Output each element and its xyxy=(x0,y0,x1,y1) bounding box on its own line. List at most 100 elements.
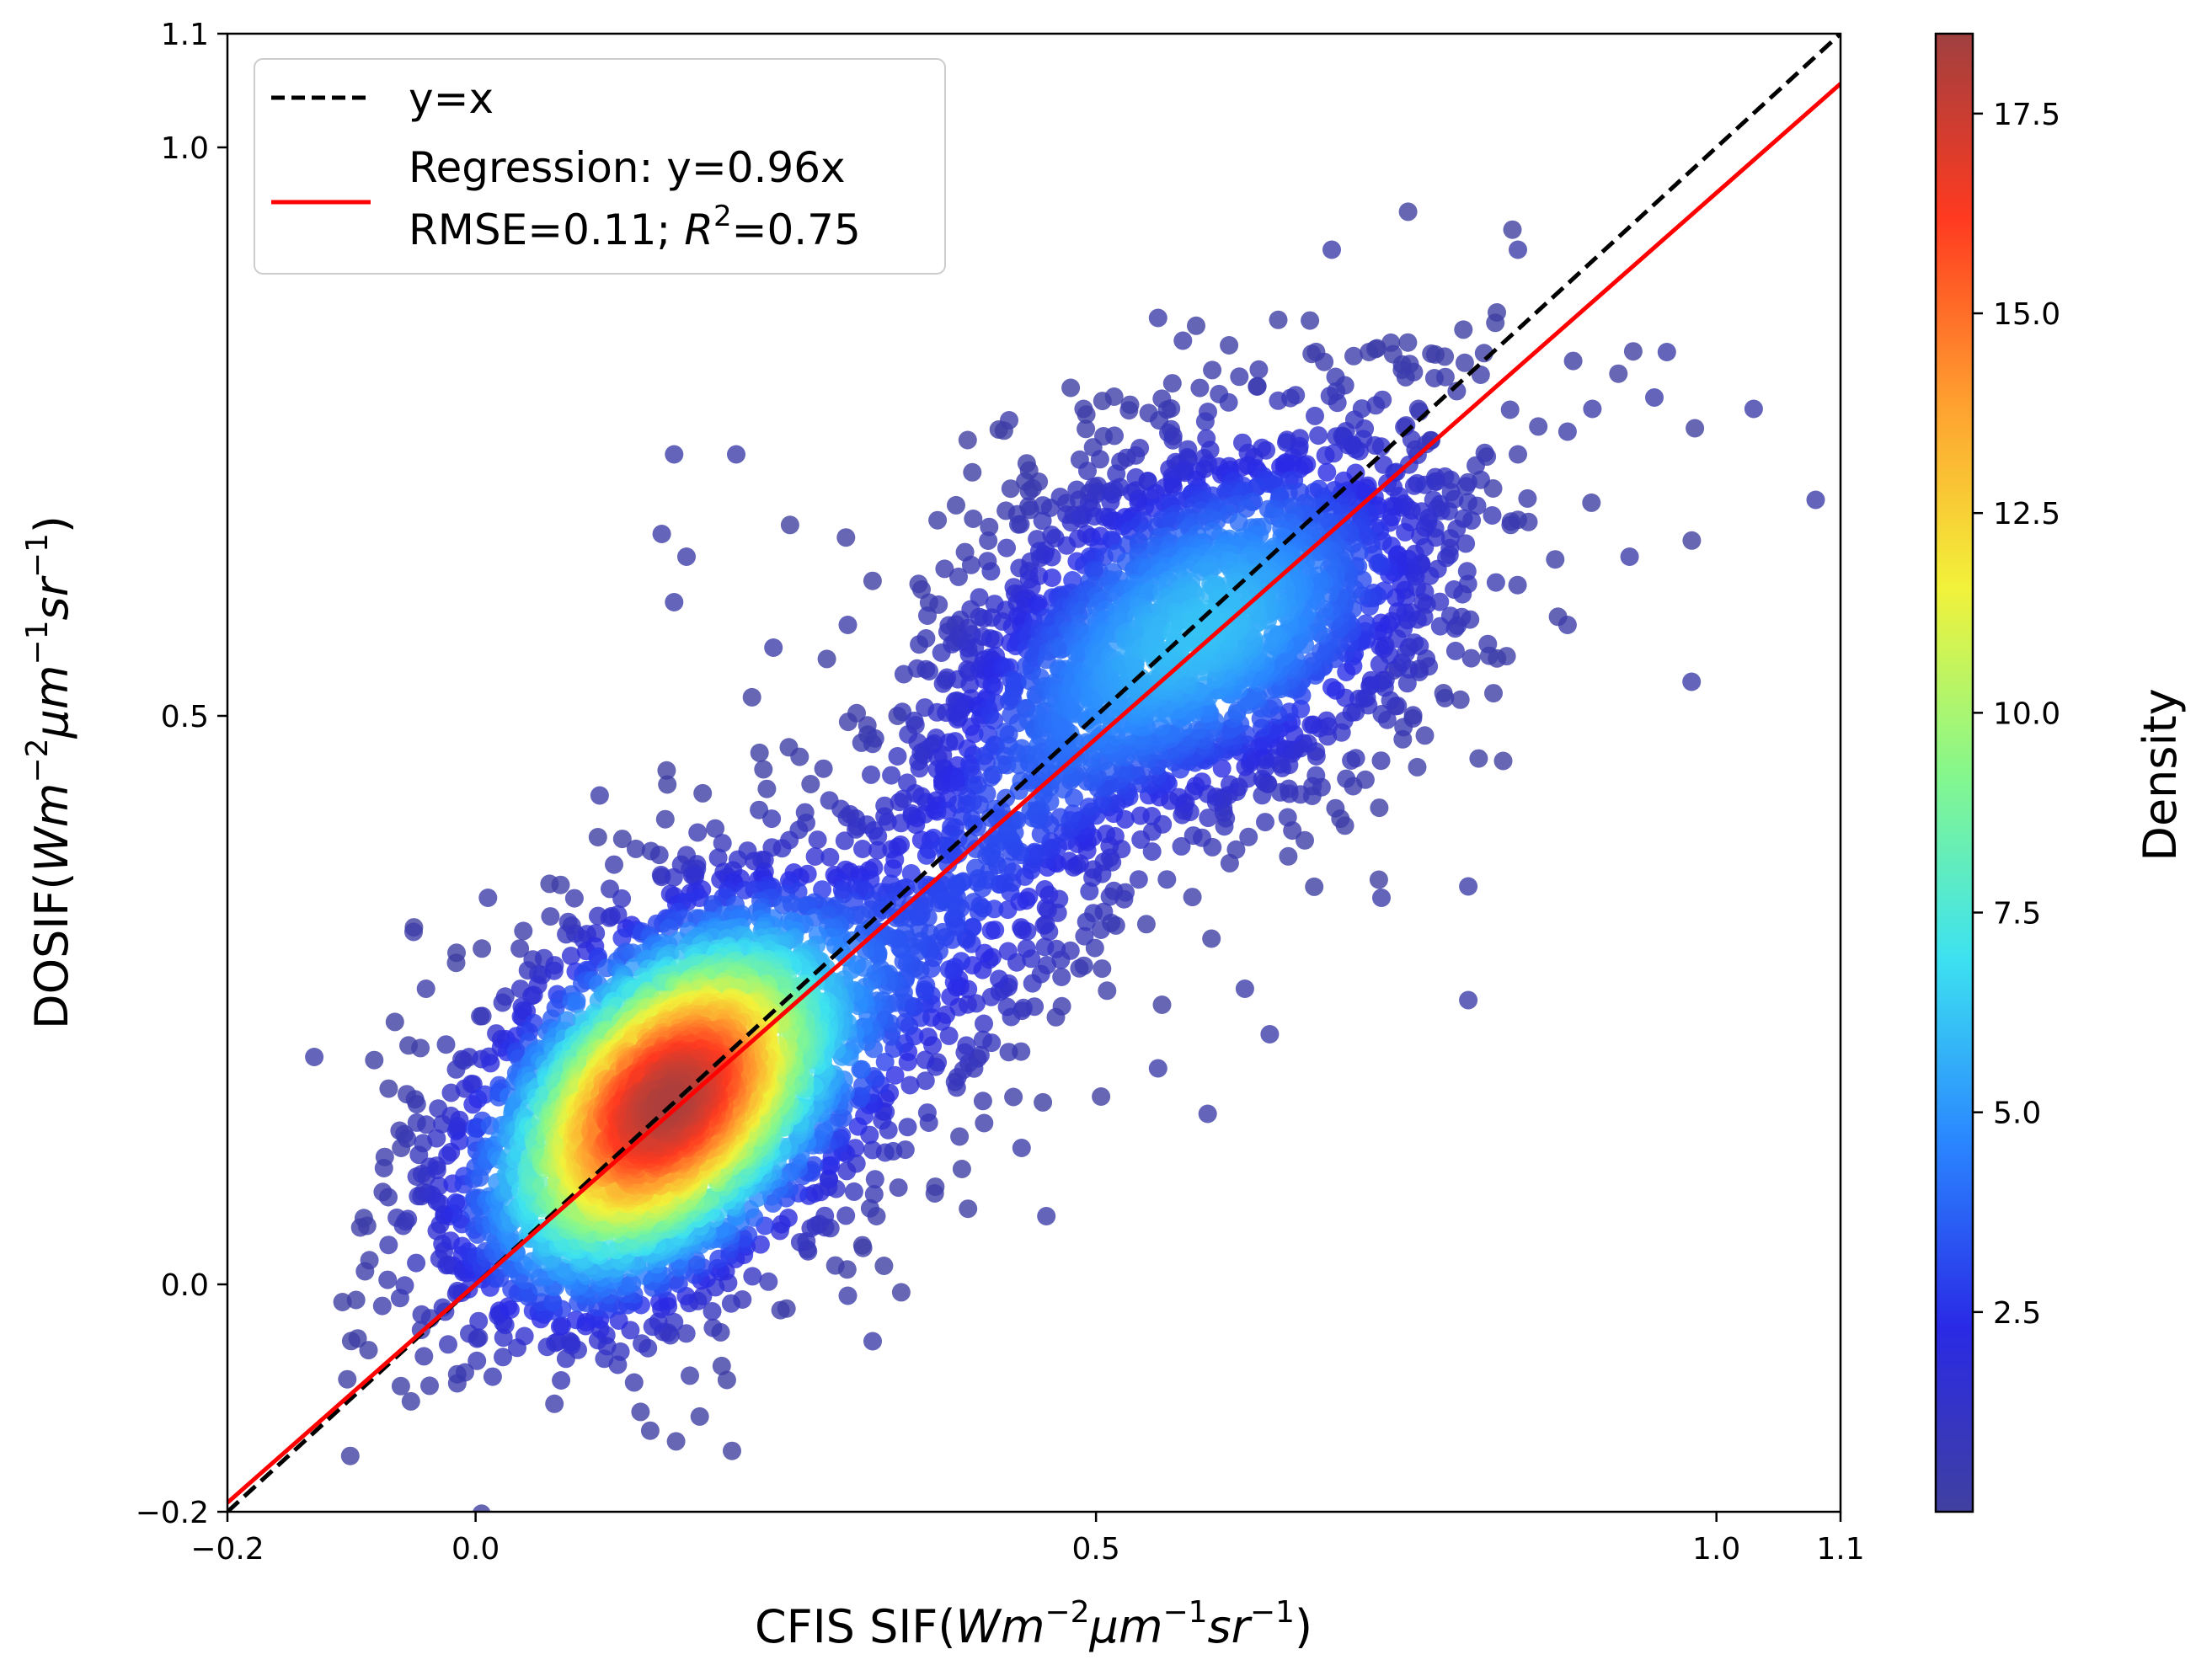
scatter-point xyxy=(1744,399,1763,419)
scatter-point xyxy=(665,445,684,464)
scatter-point xyxy=(853,840,872,858)
scatter-point xyxy=(928,510,948,530)
scatter-point xyxy=(1239,827,1258,846)
scatter-point xyxy=(1163,430,1183,450)
scatter-point xyxy=(868,827,888,846)
scatter-point xyxy=(964,510,983,528)
scatter-point xyxy=(1365,435,1385,455)
scatter-point xyxy=(1301,715,1321,734)
scatter-point xyxy=(676,1324,696,1343)
scatter-point xyxy=(1148,308,1167,328)
scatter-point xyxy=(939,1026,959,1045)
scatter-point xyxy=(1192,772,1211,792)
scatter-point xyxy=(665,1312,684,1332)
scatter-point xyxy=(1187,316,1205,335)
scatter-point xyxy=(889,1178,908,1198)
scatter-point xyxy=(1034,915,1054,935)
scatter-point xyxy=(1301,311,1320,330)
scatter-point xyxy=(499,1297,518,1316)
scatter-point xyxy=(561,947,580,965)
scatter-point xyxy=(414,1347,434,1366)
scatter-point xyxy=(1034,1092,1053,1112)
scatter-point xyxy=(964,724,984,744)
scatter-point xyxy=(937,1005,956,1024)
scatter-point xyxy=(1278,808,1297,827)
scatter-point xyxy=(478,889,498,907)
scatter-point xyxy=(1430,616,1450,636)
scatter-point xyxy=(340,1446,360,1465)
scatter-point xyxy=(847,703,866,723)
scatter-point xyxy=(1017,939,1036,958)
scatter-point xyxy=(398,1129,417,1148)
scatter-point xyxy=(305,1048,324,1066)
scatter-point xyxy=(1070,958,1089,978)
scatter-point xyxy=(916,846,936,865)
scatter-point xyxy=(727,445,745,464)
scatter-point xyxy=(1003,690,1023,709)
scatter-point xyxy=(1342,703,1361,722)
scatter-point xyxy=(853,1076,872,1095)
scatter-point xyxy=(1203,360,1222,380)
scatter-point xyxy=(985,630,1004,649)
scatter-point xyxy=(916,1050,935,1070)
scatter-point xyxy=(808,830,827,850)
scatter-point xyxy=(898,1118,917,1137)
scatter-point xyxy=(1435,688,1455,707)
scatter-point xyxy=(655,809,675,829)
scatter-point xyxy=(1483,506,1502,525)
scatter-point xyxy=(449,1194,468,1214)
scatter-point xyxy=(1012,1139,1031,1157)
scatter-point xyxy=(743,1267,762,1286)
scatter-point xyxy=(801,1219,820,1238)
scatter-point xyxy=(1503,220,1522,239)
scatter-point xyxy=(1163,478,1183,497)
scatter-point xyxy=(1230,367,1249,387)
scatter-point xyxy=(1061,378,1081,398)
scatter-point xyxy=(1398,202,1418,222)
scatter-point xyxy=(998,900,1018,920)
scatter-point xyxy=(1682,531,1702,550)
scatter-point xyxy=(1484,684,1503,703)
scatter-point xyxy=(391,1376,410,1396)
scatter-point xyxy=(814,759,833,778)
scatter-point xyxy=(1035,937,1055,957)
scatter-point xyxy=(624,1373,644,1392)
scatter-point xyxy=(1486,573,1505,592)
scatter-point xyxy=(838,616,858,634)
scatter-point xyxy=(398,1209,418,1229)
scatter-point xyxy=(973,1030,992,1049)
scatter-point xyxy=(819,1169,838,1188)
scatter-point xyxy=(1563,351,1583,371)
scatter-point xyxy=(1501,515,1520,535)
scatter-point xyxy=(427,1161,446,1180)
scatter-point xyxy=(631,1402,650,1422)
scatter-point xyxy=(712,1356,731,1375)
scatter-point xyxy=(1136,915,1156,934)
scatter-point xyxy=(1249,360,1269,379)
scatter-point xyxy=(977,784,996,803)
scatter-point xyxy=(677,547,696,566)
scatter-point xyxy=(1105,426,1124,446)
scatter-point xyxy=(1025,842,1045,862)
scatter-point xyxy=(1173,331,1193,350)
scatter-point xyxy=(862,765,880,784)
scatter-point xyxy=(980,517,999,536)
scatter-point xyxy=(875,1053,895,1071)
scatter-point xyxy=(665,593,684,611)
scatter-point xyxy=(863,571,882,590)
scatter-point xyxy=(990,969,1008,989)
scatter-point xyxy=(359,1341,378,1360)
scatter-point xyxy=(612,928,632,947)
scatter-point xyxy=(633,1334,651,1353)
scatter-point xyxy=(1315,352,1334,371)
scatter-point xyxy=(439,1335,457,1354)
scatter-point xyxy=(1148,624,1167,643)
scatter-point xyxy=(1104,387,1124,406)
scatter-point xyxy=(817,649,836,669)
scatter-point xyxy=(1422,344,1441,363)
scatter-point xyxy=(1500,400,1520,419)
scatter-point xyxy=(703,1318,723,1337)
scatter-point xyxy=(1235,979,1254,998)
scatter-point xyxy=(1248,377,1267,396)
scatter-point xyxy=(1226,840,1246,859)
